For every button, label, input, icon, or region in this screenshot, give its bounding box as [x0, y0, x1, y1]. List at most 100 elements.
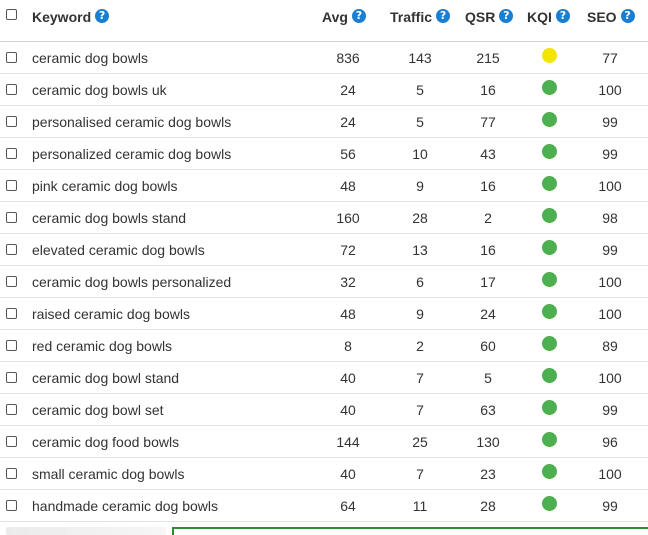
keyword-cell[interactable]: ceramic dog bowls stand	[32, 209, 187, 226]
table-row[interactable]: raised ceramic dog bowls 48 9 24 100	[0, 298, 648, 330]
row-checkbox[interactable]	[6, 116, 17, 127]
row-checkbox[interactable]	[6, 212, 17, 223]
row-checkbox[interactable]	[6, 340, 17, 351]
table-row[interactable]: small ceramic dog bowls 40 7 23 100	[0, 458, 648, 490]
keyword-cell[interactable]: handmade ceramic dog bowls	[32, 497, 218, 514]
qsr-cell: 23	[480, 465, 496, 482]
traffic-cell: 5	[416, 113, 424, 130]
row-checkbox[interactable]	[6, 404, 17, 415]
keyword-cell[interactable]: ceramic dog bowls personalized	[32, 273, 232, 290]
table-row[interactable]: ceramic dog bowls personalized 32 6 17 100	[0, 266, 648, 298]
seo-help-icon[interactable]: ?	[620, 9, 635, 23]
kqi-cell	[520, 266, 578, 297]
traffic-cell: 13	[412, 241, 428, 258]
avg-cell: 64	[340, 497, 356, 514]
row-checkbox[interactable]	[6, 84, 17, 95]
seo-cell: 99	[602, 113, 618, 130]
seo-cell: 98	[602, 209, 618, 226]
qsr-cell: 130	[476, 433, 500, 450]
traffic-cell: 9	[416, 177, 424, 194]
traffic-column-header[interactable]: Traffic ?	[390, 0, 462, 41]
traffic-help-icon[interactable]: ?	[436, 9, 451, 23]
keyword-header-label: Keyword	[32, 9, 92, 25]
row-checkbox[interactable]	[6, 308, 17, 319]
table-row[interactable]: personalised ceramic dog bowls 24 5 77 99	[0, 106, 648, 138]
table-row[interactable]: red ceramic dog bowls 8 2 60 89	[0, 330, 648, 362]
keyword-cell[interactable]: ceramic dog bowls uk	[32, 81, 167, 98]
avg-column-header[interactable]: Avg ?	[322, 0, 394, 41]
row-checkbox[interactable]	[6, 372, 17, 383]
row-select-cell	[6, 394, 20, 425]
select-all-cell	[6, 0, 20, 41]
kqi-cell	[520, 42, 578, 73]
qsr-help-icon[interactable]: ?	[499, 9, 514, 23]
row-checkbox[interactable]	[6, 52, 17, 63]
kqi-status-dot	[541, 272, 557, 287]
keyword-column-header[interactable]: Keyword ?	[32, 0, 302, 41]
bottom-strip	[0, 522, 648, 535]
row-select-cell	[6, 330, 20, 361]
qsr-cell: 43	[480, 145, 496, 162]
table-row[interactable]: handmade ceramic dog bowls 64 11 28 99	[0, 490, 648, 522]
keyword-cell[interactable]: ceramic dog food bowls	[32, 433, 180, 450]
kqi-cell	[520, 170, 578, 201]
row-checkbox[interactable]	[6, 276, 17, 287]
table-row[interactable]: ceramic dog bowl stand 40 7 5 100	[0, 362, 648, 394]
keyword-cell[interactable]: small ceramic dog bowls	[32, 465, 185, 482]
kqi-status-dot	[541, 48, 557, 63]
row-checkbox[interactable]	[6, 436, 17, 447]
keyword-cell[interactable]: personalized ceramic dog bowls	[32, 145, 232, 162]
traffic-cell: 7	[416, 465, 424, 482]
row-checkbox[interactable]	[6, 244, 17, 255]
seo-cell: 96	[602, 433, 618, 450]
kqi-cell	[520, 394, 578, 425]
avg-help-icon[interactable]: ?	[351, 9, 366, 23]
traffic-cell: 2	[416, 337, 424, 354]
kqi-status-dot	[541, 496, 557, 511]
row-select-cell	[6, 458, 20, 489]
kqi-status-dot	[541, 112, 557, 127]
kqi-status-dot	[541, 80, 557, 95]
keyword-cell[interactable]: personalised ceramic dog bowls	[32, 113, 232, 130]
next-row-faded	[6, 527, 166, 535]
keyword-help-icon[interactable]: ?	[95, 9, 110, 23]
row-checkbox[interactable]	[6, 148, 17, 159]
seo-cell: 100	[598, 177, 622, 194]
table-row[interactable]: ceramic dog bowls 836 143 215 77	[0, 42, 648, 74]
table-row[interactable]: ceramic dog food bowls 144 25 130 96	[0, 426, 648, 458]
table-row[interactable]: ceramic dog bowls stand 160 28 2 98	[0, 202, 648, 234]
row-checkbox[interactable]	[6, 468, 17, 479]
traffic-cell: 11	[412, 497, 428, 514]
table-row[interactable]: pink ceramic dog bowls 48 9 16 100	[0, 170, 648, 202]
kqi-column-header[interactable]: KQI ?	[527, 0, 585, 41]
row-select-cell	[6, 266, 20, 297]
traffic-cell: 7	[416, 401, 424, 418]
kqi-status-dot	[541, 144, 557, 159]
keyword-cell[interactable]: elevated ceramic dog bowls	[32, 241, 205, 258]
keyword-cell[interactable]: pink ceramic dog bowls	[32, 177, 178, 194]
table-body: ceramic dog bowls 836 143 215 77 ceramic dog …	[0, 42, 648, 522]
kqi-cell	[520, 330, 578, 361]
keyword-cell[interactable]: raised ceramic dog bowls	[32, 305, 190, 322]
qsr-column-header[interactable]: QSR ?	[465, 0, 529, 41]
table-row[interactable]: ceramic dog bowls uk 24 5 16 100	[0, 74, 648, 106]
avg-cell: 24	[340, 81, 356, 98]
keyword-cell[interactable]: ceramic dog bowl stand	[32, 369, 180, 386]
row-checkbox[interactable]	[6, 500, 17, 511]
table-row[interactable]: personalized ceramic dog bowls 56 10 43 99	[0, 138, 648, 170]
keyword-cell[interactable]: ceramic dog bowl set	[32, 401, 164, 418]
keyword-cell[interactable]: ceramic dog bowls	[32, 49, 148, 66]
keyword-cell[interactable]: red ceramic dog bowls	[32, 337, 173, 354]
kqi-help-icon[interactable]: ?	[555, 9, 570, 23]
qsr-cell: 24	[480, 305, 496, 322]
select-all-checkbox[interactable]	[6, 9, 17, 20]
qsr-cell: 77	[480, 113, 496, 130]
row-checkbox[interactable]	[6, 180, 17, 191]
table-row[interactable]: ceramic dog bowl set 40 7 63 99	[0, 394, 648, 426]
seo-column-header[interactable]: SEO ?	[587, 0, 648, 41]
avg-header-label: Avg	[322, 9, 348, 25]
kqi-status-dot	[541, 432, 557, 447]
table-row[interactable]: elevated ceramic dog bowls 72 13 16 99	[0, 234, 648, 266]
traffic-cell: 5	[416, 81, 424, 98]
